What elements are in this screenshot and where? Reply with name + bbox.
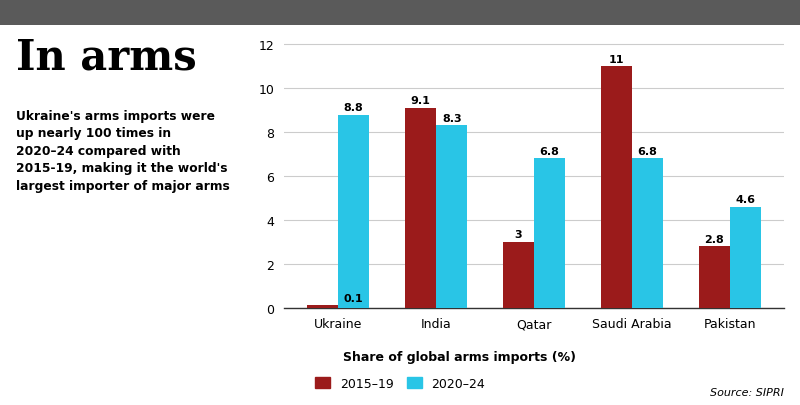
Bar bbox=[730, 207, 762, 308]
Text: 2.8: 2.8 bbox=[704, 234, 724, 244]
Text: Ukraine's arms imports were
up nearly 100 times in
2020–24 compared with
2015-19: Ukraine's arms imports were up nearly 10… bbox=[16, 109, 230, 192]
Text: 8.3: 8.3 bbox=[442, 113, 462, 124]
Text: In arms: In arms bbox=[16, 36, 197, 78]
Legend: 2015–19, 2020–24: 2015–19, 2020–24 bbox=[310, 372, 490, 395]
Bar bbox=[306, 306, 338, 308]
Text: Share of global arms imports (%): Share of global arms imports (%) bbox=[343, 350, 577, 363]
Text: 9.1: 9.1 bbox=[410, 96, 430, 106]
Text: 3: 3 bbox=[514, 230, 522, 239]
Bar bbox=[632, 159, 663, 308]
Text: 6.8: 6.8 bbox=[638, 146, 658, 156]
Bar bbox=[502, 242, 534, 308]
Bar bbox=[338, 115, 370, 308]
Bar bbox=[534, 159, 566, 308]
Bar bbox=[698, 247, 730, 308]
Text: 0.1: 0.1 bbox=[344, 293, 363, 303]
Text: 6.8: 6.8 bbox=[540, 146, 560, 156]
Text: 4.6: 4.6 bbox=[735, 194, 755, 205]
Text: Source: SIPRI: Source: SIPRI bbox=[710, 387, 784, 397]
Bar bbox=[405, 109, 436, 308]
Text: 11: 11 bbox=[609, 55, 624, 64]
Text: 8.8: 8.8 bbox=[344, 102, 364, 113]
Bar bbox=[601, 67, 632, 308]
Bar bbox=[436, 126, 467, 308]
